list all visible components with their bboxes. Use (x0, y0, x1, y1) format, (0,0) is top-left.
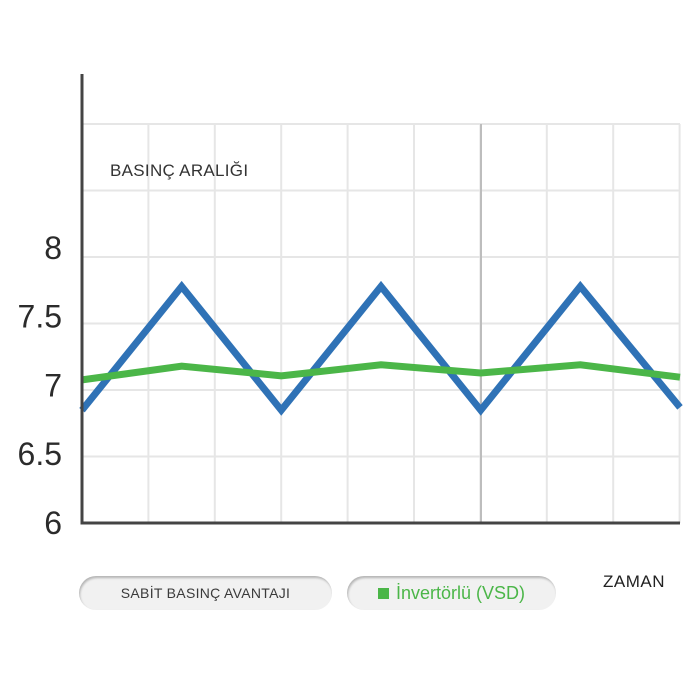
chart-grid (82, 123, 681, 523)
legend-fixed-speed-label: SABİT BASINÇ AVANTAJI (120, 585, 291, 601)
y-tick-label: 7.5 (18, 299, 62, 335)
legend-vsd-label: İnvertörlü (VSD) (395, 582, 526, 603)
legend-fixed-speed-button[interactable]: SABİT BASINÇ AVANTAJI (79, 576, 332, 610)
legend-vsd-swatch (377, 587, 389, 599)
series-line-vsd (81, 361, 681, 384)
chart-axes (80, 74, 680, 525)
y-tick-labels: 8 7.5 7 6.5 6 (18, 230, 62, 541)
chart-series (79, 280, 683, 416)
y-tick-label: 6 (44, 505, 62, 541)
x-axis-title: ZAMAN (603, 572, 665, 591)
y-axis-title: BASINÇ ARALIĞI (110, 161, 248, 180)
series-line-fixed-speed (79, 280, 683, 416)
y-tick-label: 8 (44, 230, 62, 266)
legend-vsd-button[interactable]: İnvertörlü (VSD) (347, 576, 556, 610)
y-tick-label: 6.5 (18, 436, 62, 472)
y-tick-label: 7 (44, 367, 62, 403)
